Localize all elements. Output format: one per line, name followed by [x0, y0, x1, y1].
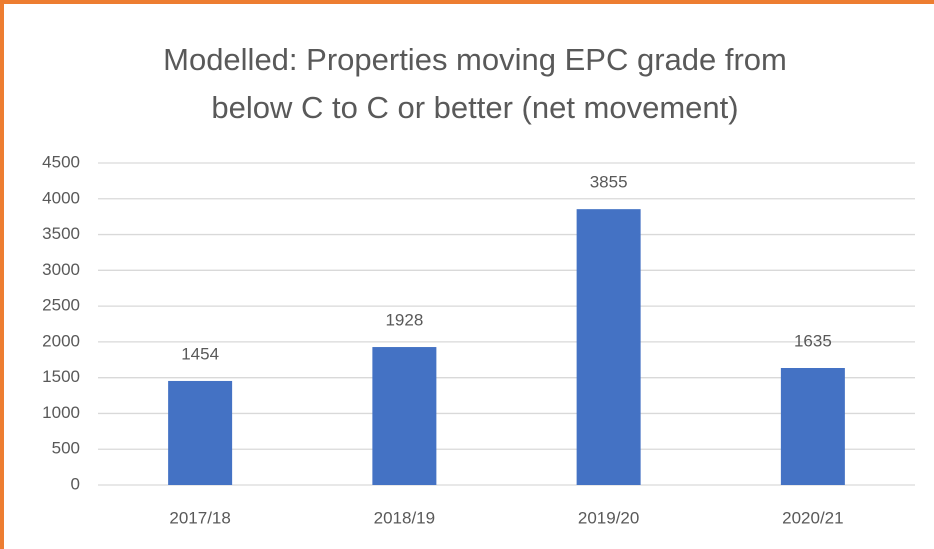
data-label: 1454 — [181, 344, 219, 363]
chart-title: Modelled: Properties moving EPC grade fr… — [163, 42, 787, 125]
y-tick-label: 4500 — [42, 152, 80, 171]
y-tick-label: 1000 — [42, 403, 80, 422]
y-tick-label: 1500 — [42, 367, 80, 386]
y-tick-label: 0 — [71, 474, 80, 493]
bar — [168, 380, 233, 485]
data-label: 1928 — [385, 311, 423, 330]
x-tick-label: 2018/19 — [374, 508, 435, 527]
data-label: 3855 — [590, 173, 628, 192]
bar — [576, 209, 641, 486]
bar — [372, 347, 437, 485]
y-tick-label: 3500 — [42, 224, 80, 243]
bar — [780, 368, 845, 485]
x-tick-label: 2019/20 — [578, 508, 639, 527]
y-tick-label: 2000 — [42, 331, 80, 350]
x-tick-label: 2017/18 — [169, 508, 230, 527]
y-tick-label: 2500 — [42, 296, 80, 315]
y-tick-label: 3000 — [42, 260, 80, 279]
y-tick-label: 4000 — [42, 188, 80, 207]
y-tick-label: 500 — [52, 439, 80, 458]
data-label: 1635 — [794, 331, 832, 350]
x-tick-label: 2020/21 — [782, 508, 843, 527]
